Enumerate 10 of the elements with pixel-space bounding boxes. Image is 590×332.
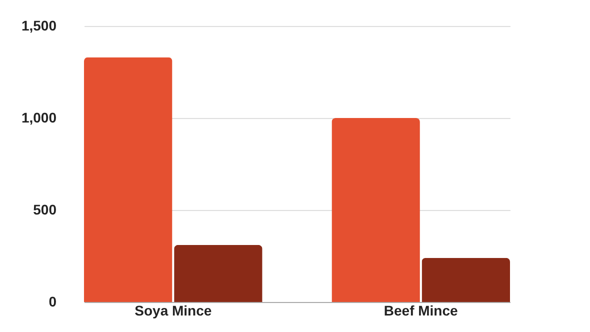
y-tick-label: 0 [48,294,57,310]
bar [422,258,510,302]
bar [84,57,172,302]
bar [174,244,262,302]
bar [332,118,420,302]
x-tick-label: Beef Mince [384,302,458,318]
x-tick-label: Soya Mince [134,302,212,318]
y-tick-label: 1,500 [21,18,57,34]
y-tick-label: 500 [33,202,57,218]
y-tick-label: 1,000 [21,110,57,126]
